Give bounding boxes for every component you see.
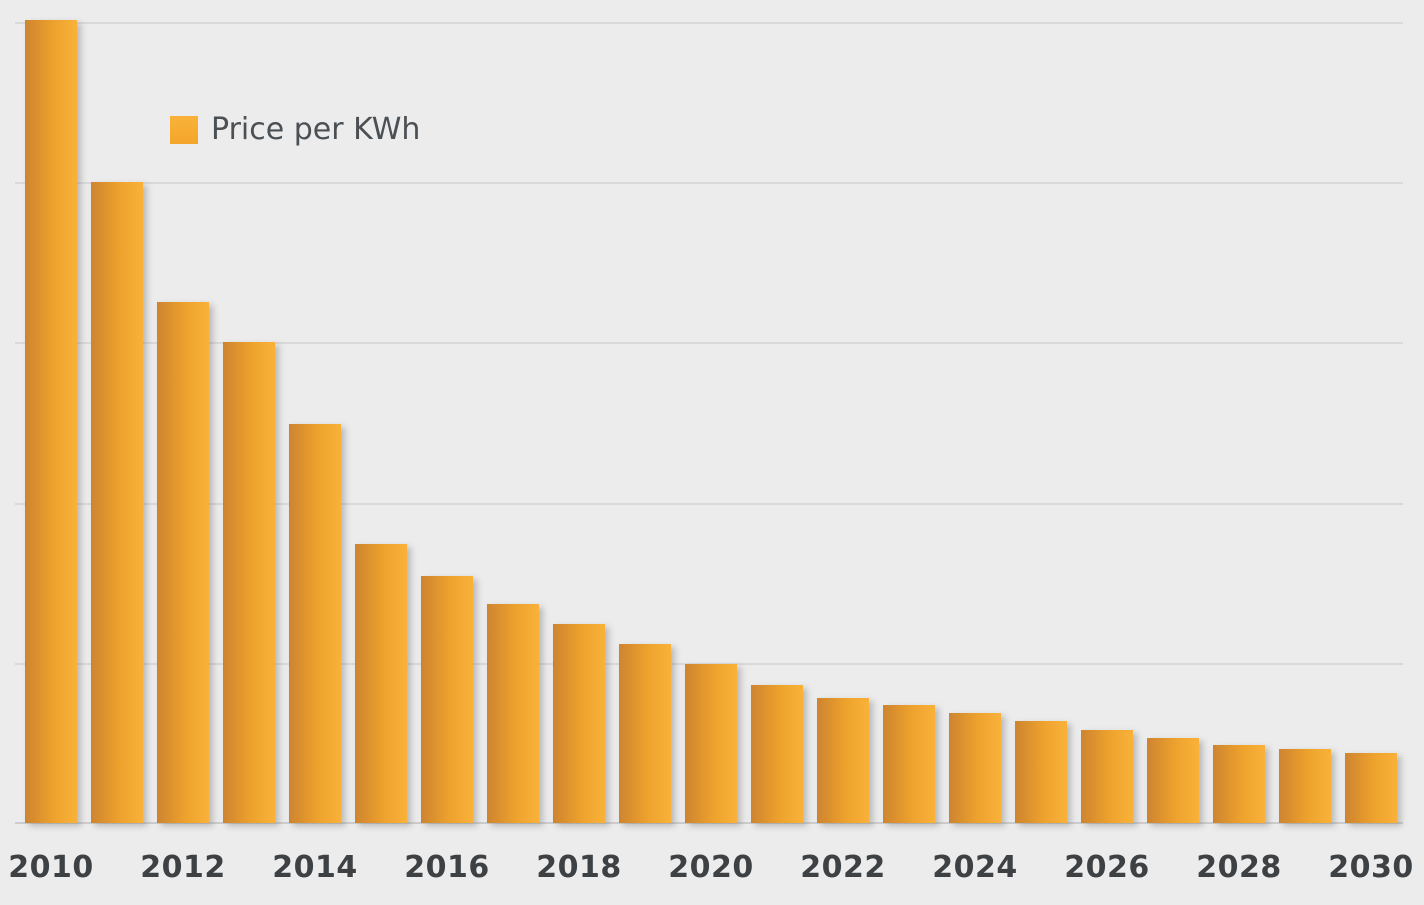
- x-tick-2022: 2022: [800, 850, 886, 885]
- x-tick-2010: 2010: [8, 850, 94, 885]
- bar-2016: [421, 576, 473, 823]
- x-tick-2030: 2030: [1328, 850, 1414, 885]
- bar-2015: [355, 544, 407, 823]
- x-tick-2028: 2028: [1196, 850, 1282, 885]
- bar-2024: [949, 712, 1001, 823]
- bar-2030: [1345, 752, 1397, 823]
- bar-2027: [1147, 738, 1199, 823]
- gridline: [15, 503, 1403, 505]
- bar-2020: [685, 664, 737, 823]
- legend-label: Price per KWh: [211, 112, 421, 147]
- bar-2026: [1081, 730, 1133, 823]
- bar-2025: [1015, 720, 1067, 823]
- bar-2010: [25, 20, 77, 823]
- bar-2028: [1213, 744, 1265, 823]
- bar-2021: [751, 685, 803, 823]
- x-tick-2014: 2014: [272, 850, 358, 885]
- legend-swatch-icon: [170, 115, 198, 144]
- bar-2017: [487, 603, 539, 823]
- bar-2019: [619, 643, 671, 823]
- x-tick-2018: 2018: [536, 850, 622, 885]
- bar-2018: [553, 624, 605, 823]
- x-axis: 2010 2012 2014 2016 2018 2020 2022 2024 2026 2028…: [0, 850, 1424, 890]
- bar-2012: [157, 302, 209, 823]
- x-axis-line: [15, 822, 1403, 824]
- x-tick-2016: 2016: [404, 850, 490, 885]
- bar-2023: [883, 704, 935, 823]
- x-tick-2024: 2024: [932, 850, 1018, 885]
- bar-2011: [91, 182, 143, 823]
- bar-2013: [223, 342, 275, 823]
- x-tick-2020: 2020: [668, 850, 754, 885]
- gridline: [15, 663, 1403, 665]
- x-tick-2012: 2012: [140, 850, 226, 885]
- plot-area: [15, 20, 1403, 824]
- gridline: [15, 182, 1403, 184]
- bar-2022: [817, 698, 869, 823]
- bar-2029: [1279, 749, 1331, 823]
- gridline: [15, 22, 1403, 24]
- x-tick-2026: 2026: [1064, 850, 1150, 885]
- bar-2014: [289, 424, 341, 823]
- legend: Price per KWh: [170, 112, 420, 147]
- gridline: [15, 342, 1403, 344]
